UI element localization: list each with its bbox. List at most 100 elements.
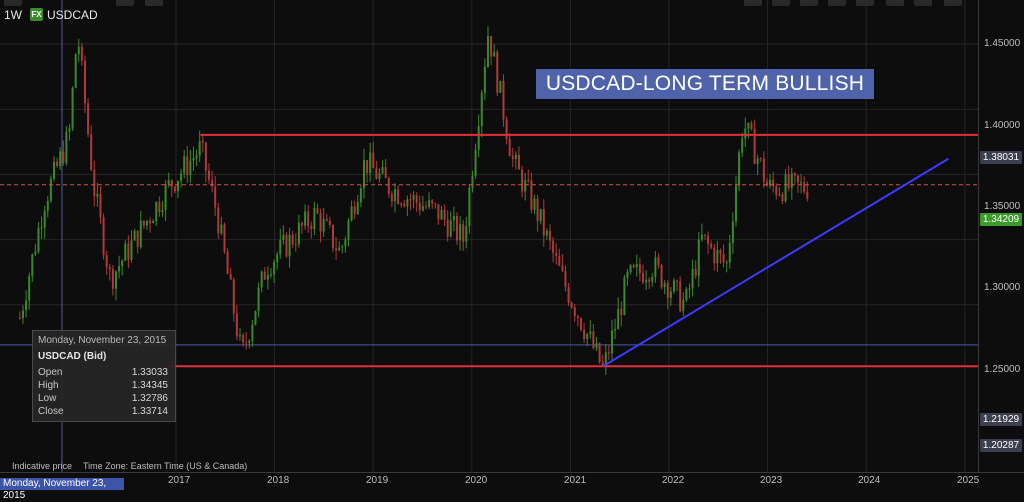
candle-body — [56, 161, 59, 166]
toolbar-icon[interactable] — [944, 0, 962, 6]
candle-body — [304, 211, 307, 226]
candle-body — [266, 274, 269, 280]
candle-body — [561, 265, 564, 271]
candle-body — [440, 209, 443, 220]
candle-body — [62, 151, 65, 163]
toolbar-icon[interactable] — [914, 0, 932, 6]
candle-body — [356, 202, 359, 214]
candle-body — [586, 333, 589, 340]
resistance-price-badge: 1.38031 — [980, 151, 1022, 164]
candle-body — [155, 202, 158, 222]
candle-body — [555, 252, 558, 256]
candle-body — [496, 51, 499, 93]
candle-body — [375, 168, 378, 179]
support-price-badge: 1.20287 — [980, 439, 1022, 452]
candle-body — [108, 266, 111, 270]
candle-body — [316, 207, 319, 214]
candle-body — [409, 199, 412, 201]
toolbar-icon[interactable] — [800, 0, 818, 6]
candle-body — [52, 161, 55, 179]
candle-body — [288, 234, 291, 257]
interval-label[interactable]: 1W — [4, 8, 22, 22]
candle-body — [471, 175, 474, 188]
candle-body — [322, 218, 325, 232]
candle-body — [142, 220, 145, 226]
toolbar-icon[interactable] — [744, 0, 762, 6]
candle-body — [428, 200, 431, 207]
candle-body — [734, 185, 737, 222]
candle-body — [189, 160, 192, 176]
toolbar-icon[interactable] — [772, 0, 790, 6]
candle-body — [694, 268, 697, 276]
candle-body — [118, 265, 121, 272]
candle-body — [217, 207, 220, 234]
candle-body — [511, 156, 514, 160]
candle-body — [366, 160, 369, 174]
candle-body — [626, 272, 629, 278]
year-tick: 2025 — [957, 475, 980, 486]
candle-body — [369, 152, 372, 174]
candle-body — [167, 180, 170, 185]
candle-body — [728, 243, 731, 263]
candle-body — [242, 335, 245, 343]
candle-body — [635, 264, 638, 268]
tooltip-value: 1.33714 — [131, 406, 168, 417]
candle-body — [583, 329, 586, 340]
candle-body — [74, 54, 77, 88]
candle-body — [180, 173, 183, 181]
toolbar-icon[interactable] — [145, 0, 163, 6]
candle-body — [576, 316, 579, 319]
candle-body — [145, 220, 148, 226]
tooltip-value: 1.34345 — [131, 380, 168, 391]
candle-body — [294, 244, 297, 246]
toolbar-icon[interactable] — [828, 0, 846, 6]
candle-body — [790, 173, 793, 189]
toolbar-icon[interactable] — [116, 0, 134, 6]
candle-body — [514, 154, 517, 160]
candle-body — [40, 227, 43, 229]
price-axis[interactable] — [978, 0, 1024, 472]
crosshair-price-badge: 1.21929 — [980, 413, 1022, 426]
candle-body — [220, 224, 223, 234]
candle-body — [651, 276, 654, 282]
candle-body — [43, 210, 46, 228]
candle-body — [592, 331, 595, 349]
candle-body — [620, 308, 623, 315]
time-axis[interactable] — [0, 472, 1024, 491]
candle-body — [173, 186, 176, 191]
indicative-price-note: Indicative price — [12, 461, 73, 471]
candle-body — [614, 329, 617, 331]
candle-body — [731, 221, 734, 244]
candle-body — [276, 254, 279, 262]
candle-body — [251, 324, 254, 341]
candle-body — [176, 180, 179, 191]
candle-body — [688, 288, 691, 290]
candle-body — [601, 362, 604, 365]
toolbar-icon[interactable] — [856, 0, 874, 6]
candle-body — [338, 247, 341, 251]
tooltip-key: Open — [38, 367, 63, 378]
candle-body — [744, 128, 747, 139]
candle-body — [353, 206, 356, 214]
candle-body — [418, 202, 421, 211]
toolbar-icon[interactable] — [4, 0, 22, 6]
candle-body — [83, 60, 86, 104]
symbol-label[interactable]: USDCAD — [47, 8, 98, 22]
candle-body — [105, 255, 108, 267]
candle-body — [158, 202, 161, 212]
candle-body — [152, 221, 155, 224]
candle-body — [331, 224, 334, 249]
year-tick: 2020 — [465, 475, 488, 486]
candle-body — [381, 167, 384, 173]
candle-body — [579, 318, 582, 330]
candle-body — [672, 280, 675, 292]
candle-body — [291, 234, 294, 245]
candle-body — [638, 264, 641, 274]
candle-body — [235, 313, 238, 337]
candle-body — [31, 254, 34, 277]
toolbar-icon[interactable] — [886, 0, 904, 6]
year-tick: 2024 — [858, 475, 881, 486]
candle-body — [793, 173, 796, 176]
candle-body — [443, 209, 446, 220]
candle-body — [480, 92, 483, 127]
